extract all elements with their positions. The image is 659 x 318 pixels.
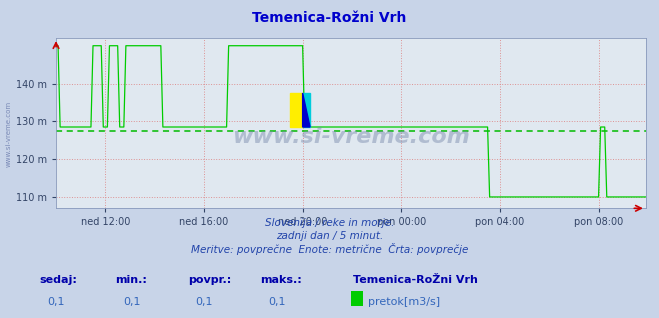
Text: zadnji dan / 5 minut.: zadnji dan / 5 minut. <box>276 231 383 240</box>
Text: min.:: min.: <box>115 275 147 285</box>
Polygon shape <box>302 93 310 127</box>
Text: www.si-vreme.com: www.si-vreme.com <box>5 100 11 167</box>
Bar <box>302 93 310 127</box>
Text: Slovenija / reke in morje.: Slovenija / reke in morje. <box>265 218 394 228</box>
Text: maks.:: maks.: <box>260 275 302 285</box>
Text: sedaj:: sedaj: <box>40 275 77 285</box>
Text: Meritve: povprečne  Enote: metrične  Črta: povprečje: Meritve: povprečne Enote: metrične Črta:… <box>191 243 468 255</box>
Text: pretok[m3/s]: pretok[m3/s] <box>368 297 440 307</box>
Text: povpr.:: povpr.: <box>188 275 231 285</box>
Text: Temenica-RoŽni Vrh: Temenica-RoŽni Vrh <box>353 275 477 285</box>
Text: 0,1: 0,1 <box>123 297 140 307</box>
Text: Temenica-Rožni Vrh: Temenica-Rožni Vrh <box>252 11 407 25</box>
Text: 0,1: 0,1 <box>47 297 65 307</box>
Bar <box>291 93 302 127</box>
Text: 0,1: 0,1 <box>268 297 285 307</box>
Text: 0,1: 0,1 <box>196 297 213 307</box>
Text: www.si-vreme.com: www.si-vreme.com <box>232 127 470 147</box>
